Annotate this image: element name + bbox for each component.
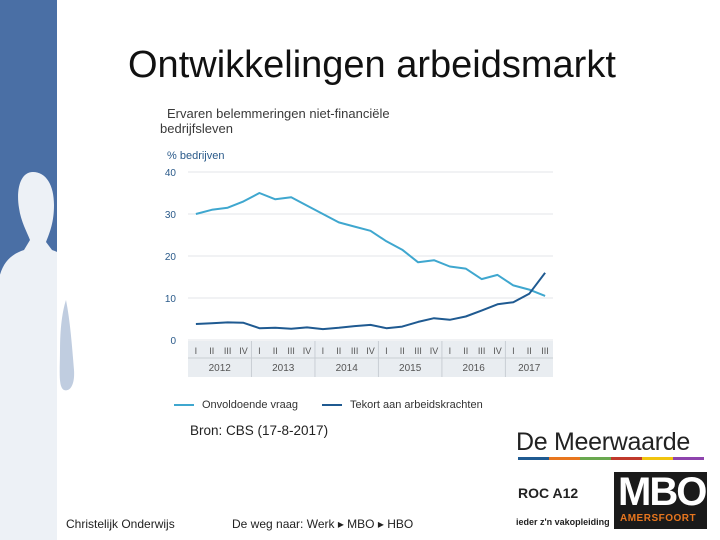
x-tick-label-quarter: II xyxy=(463,346,468,356)
mbo-logo-box xyxy=(614,472,707,529)
x-tick-label-quarter: II xyxy=(336,346,341,356)
x-tick-label-quarter: IV xyxy=(430,346,439,356)
x-tick-label-year: 2016 xyxy=(463,363,486,374)
mbo-logo: MBO xyxy=(618,470,707,515)
x-tick-label-quarter: IV xyxy=(366,346,375,356)
legend-item-vraag: Onvoldoende vraag xyxy=(174,399,298,411)
x-tick-label-quarter: III xyxy=(287,346,295,356)
meerwaarde-logo: De Meerwaarde xyxy=(516,428,690,456)
mbo-logo-sub: AMERSFOORT xyxy=(620,513,697,524)
x-tick-label-quarter: II xyxy=(400,346,405,356)
x-tick-label-quarter: III xyxy=(478,346,486,356)
x-tick-label-quarter: I xyxy=(512,346,515,356)
x-tick-label-quarter: IV xyxy=(493,346,502,356)
legend-swatch-tekort xyxy=(322,404,343,406)
x-tick-label-year: 2017 xyxy=(518,363,541,374)
legend-label-tekort: Tekort aan arbeidskrachten xyxy=(350,399,483,411)
x-tick-label-year: 2012 xyxy=(209,363,232,374)
chart-title-line1: Ervaren belemmeringen niet-financiële xyxy=(167,106,390,121)
mbo-logo-text: MBO xyxy=(618,470,707,514)
y-tick-label: 40 xyxy=(165,168,177,179)
y-tick-label: 30 xyxy=(165,210,177,221)
x-axis-band xyxy=(188,341,553,377)
y-tick-label: 10 xyxy=(165,294,177,305)
roc-tagline: ieder z'n vakopleiding xyxy=(516,517,610,527)
y-axis-unit-label: % bedrijven xyxy=(167,150,225,162)
chart-legend: Onvoldoende vraag Tekort aan arbeidskrac… xyxy=(174,399,483,411)
source-note: Bron: CBS (17-8-2017) xyxy=(190,423,329,438)
x-axis-band-bg xyxy=(188,341,553,377)
series-layer xyxy=(195,192,546,331)
x-tick-label-quarter: II xyxy=(527,346,532,356)
x-tick-label-quarter: III xyxy=(351,346,359,356)
legend-label-vraag: Onvoldoende vraag xyxy=(202,399,299,411)
legend-swatch-vraag xyxy=(174,404,194,406)
footer-left-text: Christelijk Onderwijs xyxy=(66,517,175,531)
x-tick-label-quarter: III xyxy=(414,346,422,356)
roc-logo: ROC A12 xyxy=(518,485,579,501)
x-tick-label-year: 2014 xyxy=(336,363,359,374)
y-tick-label: 0 xyxy=(170,336,176,347)
x-tick-label-quarter: III xyxy=(224,346,232,356)
x-tick-label-quarter: II xyxy=(273,346,278,356)
chart-title: Ervaren belemmeringen niet-financiële be… xyxy=(160,106,460,136)
x-tick-label-quarter: III xyxy=(541,346,549,356)
series-line-tekort xyxy=(195,272,546,331)
x-tick-label-quarter: IV xyxy=(303,346,312,356)
x-tick-label-year: 2013 xyxy=(272,363,295,374)
x-tick-label-year: 2015 xyxy=(399,363,422,374)
chart-title-line2: bedrijfsleven xyxy=(160,121,233,136)
y-tick-label: 20 xyxy=(165,252,177,263)
legend-item-tekort: Tekort aan arbeidskrachten xyxy=(322,399,483,411)
x-tick-label-quarter: I xyxy=(195,346,198,356)
page-title: Ontwikkelingen arbeidsmarkt xyxy=(128,44,616,86)
x-tick-label-quarter: II xyxy=(209,346,214,356)
x-tick-label-quarter: I xyxy=(322,346,325,356)
series-line-vraag xyxy=(195,192,546,297)
meerwaarde-logo-bar xyxy=(518,457,704,460)
x-tick-label-quarter: I xyxy=(449,346,452,356)
x-tick-label-quarter: I xyxy=(385,346,388,356)
x-tick-label-quarter: IV xyxy=(239,346,248,356)
grid-layer xyxy=(188,171,553,341)
silhouette-figure xyxy=(0,172,104,540)
x-tick-label-quarter: I xyxy=(258,346,261,356)
footer-middle-text: De weg naar: Werk ▸ MBO ▸ HBO xyxy=(232,517,414,531)
